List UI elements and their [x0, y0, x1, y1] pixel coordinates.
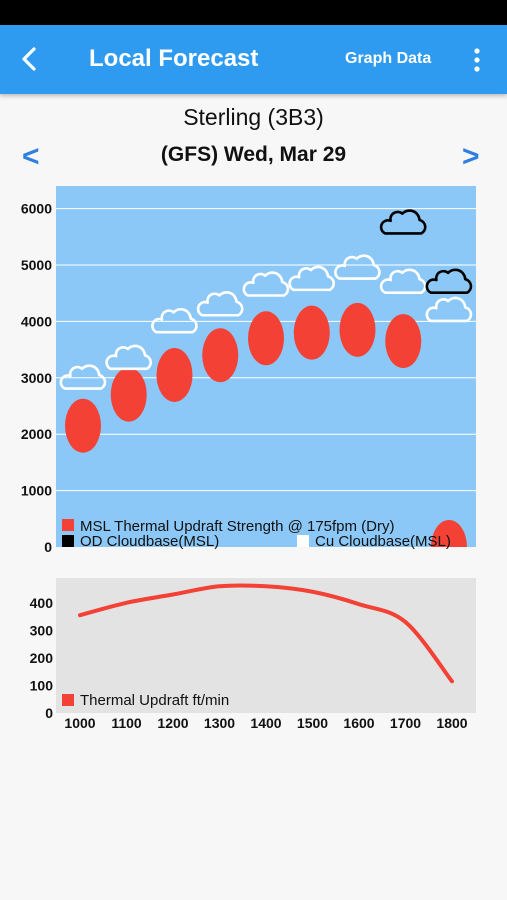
od-cloudbase-cloud-icon	[425, 268, 473, 294]
thermal-strength-point	[431, 520, 467, 547]
chart2-plot-area	[56, 578, 476, 713]
chart2-x-tick-label: 1600	[343, 715, 374, 731]
thermal-strength-point	[293, 305, 330, 360]
legend-label-od: OD Cloudbase(MSL)	[80, 533, 219, 550]
chevron-left-icon	[22, 47, 36, 71]
thermal-strength-point	[202, 328, 239, 383]
overflow-menu-button[interactable]	[468, 43, 486, 77]
cu-cloudbase-cloud-icon	[59, 364, 107, 390]
legend-swatch-updraft	[62, 694, 74, 706]
cu-cloudbase-cloud-icon	[151, 307, 198, 334]
graph-data-button[interactable]: Graph Data	[345, 50, 432, 67]
chart2-x-tick-label: 1200	[157, 715, 188, 731]
chart2-y-tick-label: 300	[30, 622, 54, 638]
thermal-strength-point	[248, 311, 284, 366]
app-bar: Local Forecast Graph Data	[0, 25, 507, 94]
chart2-group: 0 100 200 300 400 1000 1100 1200 1300 1400 1500 160…	[30, 578, 476, 731]
thermal-strength-point	[385, 314, 422, 369]
cu-cloudbase-cloud-icon	[105, 344, 152, 371]
chart1-y-tick-label: 0	[44, 539, 52, 555]
status-bar	[0, 0, 507, 25]
forecast-date-label: (GFS) Wed, Mar 29	[160, 143, 347, 166]
chart1-y-tick-label: 3000	[21, 370, 52, 386]
more-vert-icon	[474, 48, 480, 72]
chart1-y-tick-label: 4000	[21, 313, 52, 329]
cu-cloudbase-cloud-icon	[334, 254, 381, 280]
chart2-y-tick-label: 200	[30, 650, 54, 666]
back-button[interactable]	[14, 43, 46, 75]
chart1-legend: MSL Thermal Updraft Strength @ 175fpm (D…	[62, 518, 451, 550]
thermal-strength-point	[339, 302, 376, 357]
cu-cloudbase-cloud-icon	[242, 271, 290, 297]
chart1-y-tick-label: 2000	[21, 426, 52, 442]
previous-day-button[interactable]: <	[22, 140, 40, 173]
cu-cloudbase-cloud-icon	[288, 265, 335, 292]
page-title: Local Forecast	[89, 45, 259, 72]
chart2-legend: Thermal Updraft ft/min	[62, 692, 229, 709]
od-cloudbase-cloud-icon	[379, 209, 427, 235]
chart2-x-tick-label: 1100	[111, 715, 142, 731]
chart2-x-tick-label: 1700	[390, 715, 421, 731]
chart1-marks	[59, 209, 473, 547]
legend-swatch-thermal	[62, 519, 74, 531]
next-day-button[interactable]: >	[462, 140, 480, 173]
chart2-x-tick-label: 1400	[250, 715, 281, 731]
legend-label-thermal: MSL Thermal Updraft Strength @ 175fpm (D…	[80, 518, 395, 535]
thermal-strength-point	[156, 347, 193, 402]
chart1-y-tick-label: 5000	[21, 257, 52, 273]
chart1-plot-area	[56, 186, 476, 547]
legend-swatch-od	[62, 535, 74, 547]
thermal-updraft-chart: 0 100 200 300 400 1000 1100 1200 1300 1400 1500 160…	[30, 578, 476, 731]
chart2-y-tick-label: 400	[30, 595, 54, 611]
thermal-cloudbase-chart: 0 1000 2000 3000 4000 5000 6000 MSL Thermal Upd…	[21, 186, 476, 555]
thermal-strength-point	[110, 367, 147, 422]
thermal-updraft-line	[78, 583, 454, 684]
chart1-y-tick-label: 1000	[21, 483, 52, 499]
chart2-y-tick-label: 100	[30, 677, 54, 693]
chart1-group: 0 1000 2000 3000 4000 5000 6000 MSL Thermal Upd…	[21, 186, 476, 555]
thermal-strength-point	[65, 398, 101, 453]
legend-swatch-cu	[297, 535, 309, 547]
cu-cloudbase-cloud-icon	[379, 268, 427, 294]
legend-label-cu: Cu Cloudbase(MSL)	[315, 533, 451, 550]
cu-cloudbase-cloud-icon	[196, 291, 244, 317]
legend-label-updraft: Thermal Updraft ft/min	[80, 692, 229, 709]
chart2-y-tick-label: 0	[45, 705, 53, 721]
chart2-x-tick-label: 1800	[436, 715, 467, 731]
location-label: Sterling (3B3)	[183, 104, 324, 130]
chart2-x-tick-label: 1000	[64, 715, 95, 731]
cu-cloudbase-cloud-icon	[425, 296, 473, 323]
chart2-x-tick-label: 1500	[297, 715, 328, 731]
chart1-y-tick-label: 6000	[21, 201, 52, 217]
chart2-x-tick-label: 1300	[204, 715, 235, 731]
